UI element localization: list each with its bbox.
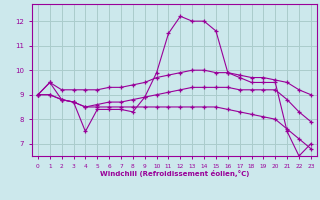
X-axis label: Windchill (Refroidissement éolien,°C): Windchill (Refroidissement éolien,°C) — [100, 170, 249, 177]
